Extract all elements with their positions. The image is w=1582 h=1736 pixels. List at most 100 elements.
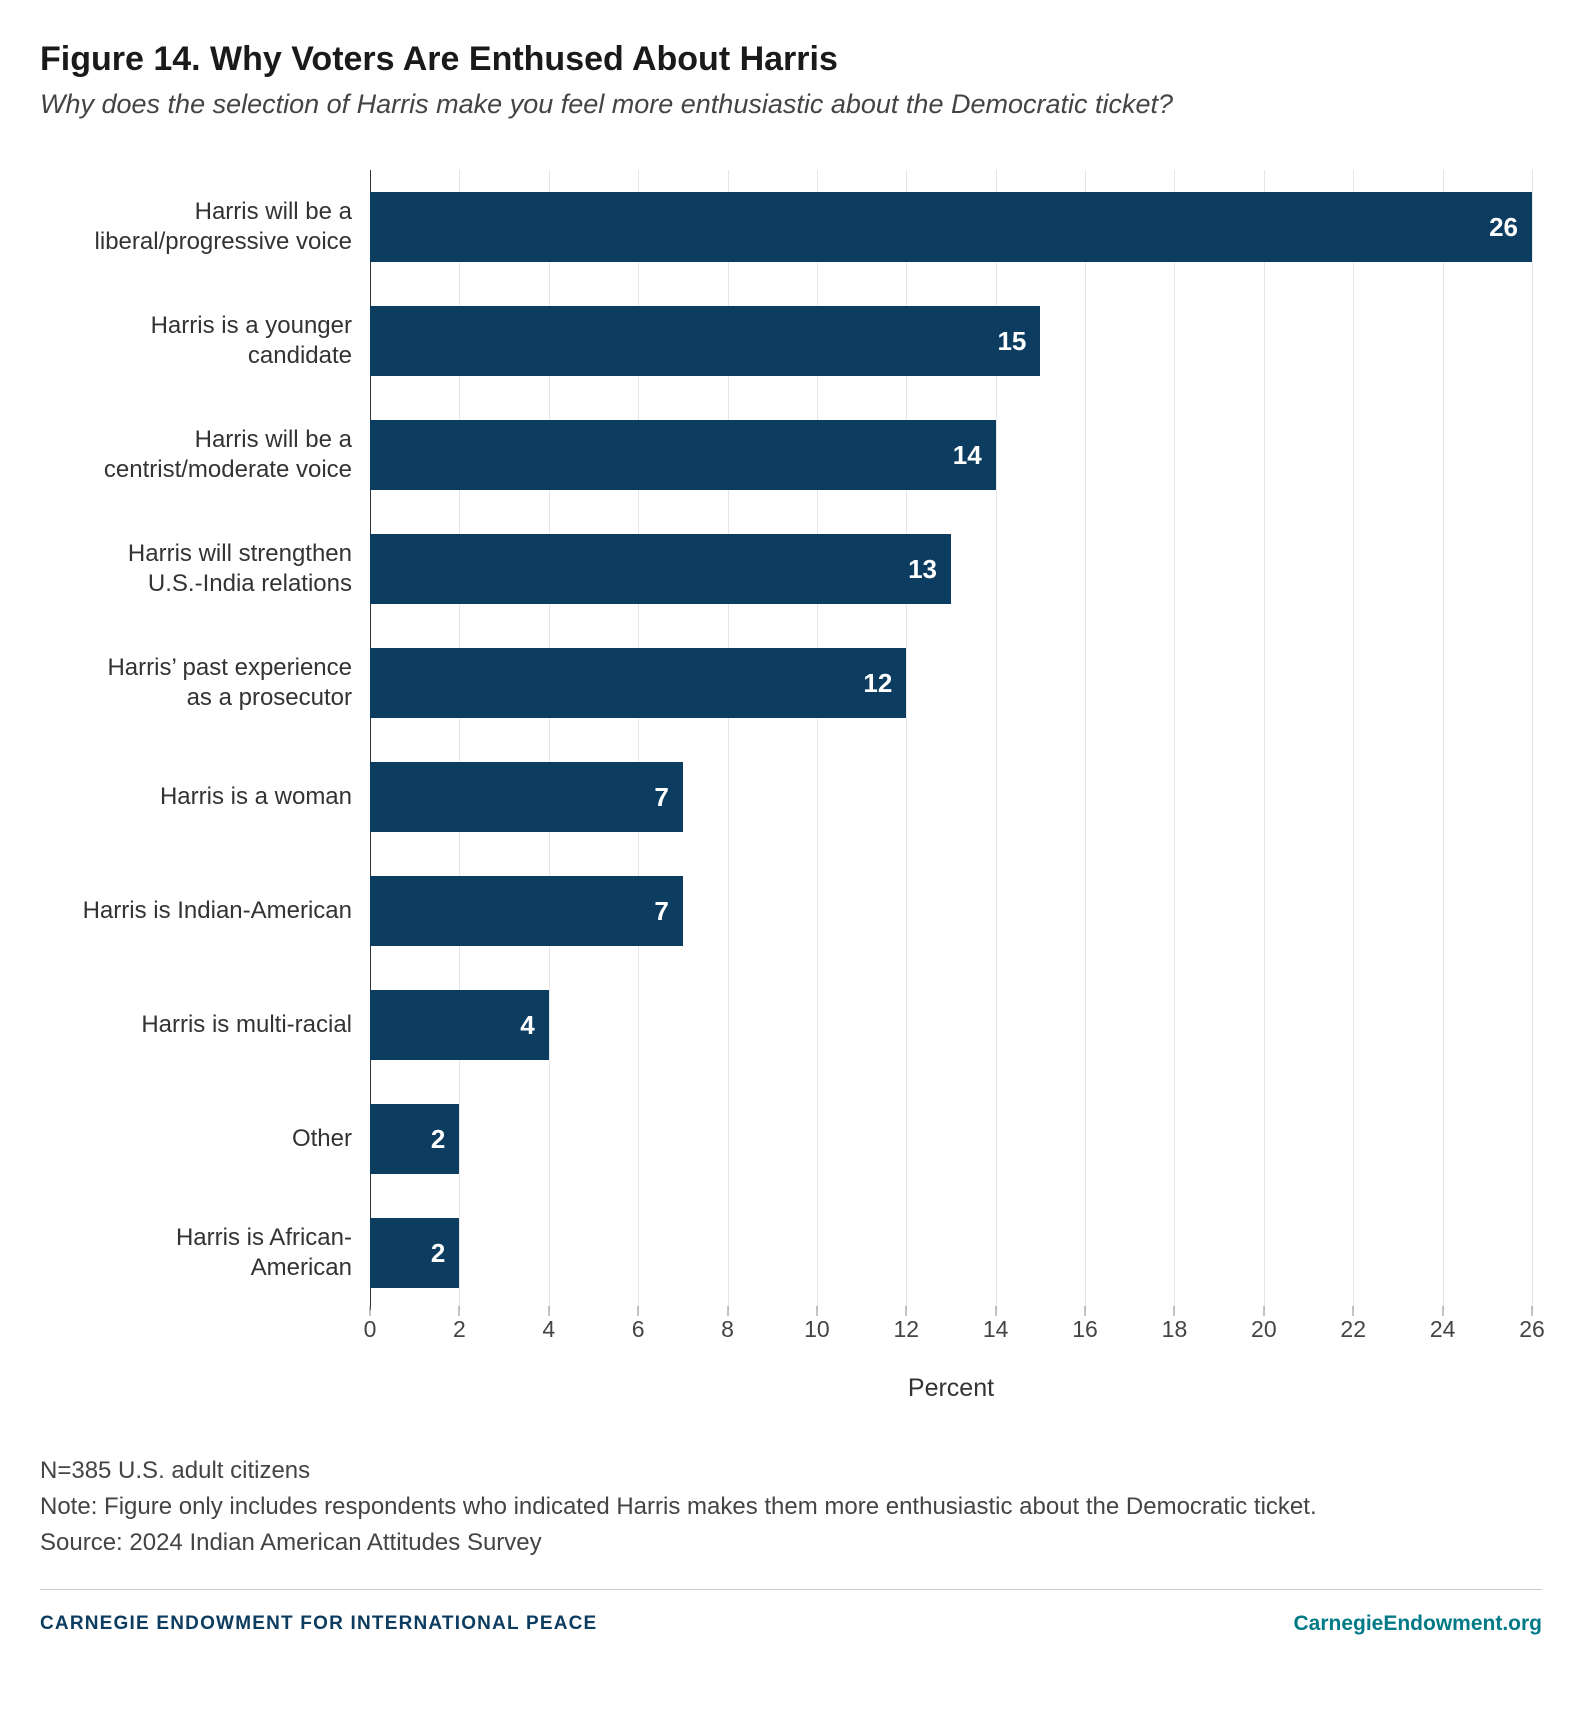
gridline [1264, 1196, 1265, 1310]
gridline [996, 854, 997, 968]
bar: 7 [370, 876, 683, 946]
gridline [1174, 854, 1175, 968]
bar: 13 [370, 534, 951, 604]
footer-org: CARNEGIE ENDOWMENT FOR INTERNATIONAL PEA… [40, 1613, 597, 1635]
gridline [1443, 968, 1444, 1082]
gridline [1085, 1082, 1086, 1196]
gridline [1353, 1196, 1354, 1310]
plot-cell: 26 [370, 170, 1532, 284]
plot-cell: 2 [370, 1196, 1532, 1310]
gridline [817, 968, 818, 1082]
gridline [1264, 626, 1265, 740]
gridline [728, 968, 729, 1082]
tick-mark [459, 1306, 460, 1316]
chart-row: Other 2 [80, 1082, 1532, 1196]
category-label: Harris is multi-racial [80, 1010, 370, 1040]
x-tick-label: 22 [1340, 1316, 1366, 1343]
x-axis: 02468101214161820222426 [80, 1316, 1532, 1358]
gridline [1443, 740, 1444, 854]
gridline [1353, 968, 1354, 1082]
x-tick-label: 20 [1251, 1316, 1277, 1343]
gridline [728, 854, 729, 968]
gridline [1264, 284, 1265, 398]
category-label: Harris is a younger candidate [80, 311, 370, 371]
bar: 7 [370, 762, 683, 832]
note-line: Note: Figure only includes respondents w… [40, 1489, 1542, 1525]
gridline [549, 1196, 550, 1310]
gridline [1085, 968, 1086, 1082]
gridline [1532, 968, 1533, 1082]
category-label: Harris will strengthen U.S.-India relati… [80, 539, 370, 599]
x-tick-label: 26 [1519, 1316, 1545, 1343]
category-label: Harris is a woman [80, 782, 370, 812]
gridline [1085, 284, 1086, 398]
bar-value-label: 26 [1489, 212, 1518, 243]
x-tick-label: 12 [894, 1316, 920, 1343]
gridline [1443, 1082, 1444, 1196]
x-tick-label: 18 [1162, 1316, 1188, 1343]
gridline [1264, 512, 1265, 626]
gridline [1443, 512, 1444, 626]
gridline [1174, 1196, 1175, 1310]
gridline [1264, 854, 1265, 968]
x-tick-label: 14 [983, 1316, 1009, 1343]
gridline [1532, 512, 1533, 626]
gridline [1532, 170, 1533, 284]
plot-cell: 4 [370, 968, 1532, 1082]
tick-mark [370, 1306, 371, 1316]
tick-mark [995, 1306, 996, 1316]
gridline [1085, 398, 1086, 512]
x-tick-label: 2 [453, 1316, 466, 1343]
footer-rule [40, 1589, 1542, 1590]
plot-cell: 15 [370, 284, 1532, 398]
gridline [1174, 740, 1175, 854]
figure-subtitle: Why does the selection of Harris make yo… [40, 89, 1542, 120]
tick-mark [638, 1306, 639, 1316]
chart-notes: N=385 U.S. adult citizensNote: Figure on… [40, 1453, 1542, 1561]
gridline [996, 626, 997, 740]
gridline [1532, 1082, 1533, 1196]
gridline [1532, 1196, 1533, 1310]
gridline [1353, 284, 1354, 398]
gridline [638, 1082, 639, 1196]
gridline [1174, 398, 1175, 512]
tick-mark [1353, 1306, 1354, 1316]
gridline [1085, 626, 1086, 740]
tick-mark [1263, 1306, 1264, 1316]
x-tick-label: 6 [632, 1316, 645, 1343]
gridline [817, 740, 818, 854]
bar-value-label: 7 [654, 896, 668, 927]
bar: 2 [370, 1218, 459, 1288]
x-tick-label: 0 [364, 1316, 377, 1343]
gridline [1264, 968, 1265, 1082]
x-tick-label: 16 [1072, 1316, 1098, 1343]
gridline [1443, 1196, 1444, 1310]
gridline [996, 398, 997, 512]
plot-cell: 7 [370, 854, 1532, 968]
gridline [1353, 626, 1354, 740]
gridline [1353, 398, 1354, 512]
bar-value-label: 2 [431, 1238, 445, 1269]
chart-row: Harris is a younger candidate15 [80, 284, 1532, 398]
footer: CARNEGIE ENDOWMENT FOR INTERNATIONAL PEA… [40, 1612, 1542, 1636]
gridline [1353, 1082, 1354, 1196]
gridline [549, 968, 550, 1082]
gridline [1532, 740, 1533, 854]
bar-value-label: 2 [431, 1124, 445, 1155]
gridline [1085, 854, 1086, 968]
bar: 4 [370, 990, 549, 1060]
plot-cell: 2 [370, 1082, 1532, 1196]
gridline [817, 1082, 818, 1196]
chart-row: Harris is a woman7 [80, 740, 1532, 854]
tick-mark [548, 1306, 549, 1316]
note-line: N=385 U.S. adult citizens [40, 1453, 1542, 1489]
category-label: Other [80, 1124, 370, 1154]
chart-row: Harris is multi-racial4 [80, 968, 1532, 1082]
gridline [1174, 968, 1175, 1082]
category-label: Harris is Indian-American [80, 896, 370, 926]
gridline [1443, 854, 1444, 968]
plot-cell: 13 [370, 512, 1532, 626]
gridline [1174, 512, 1175, 626]
bar: 15 [370, 306, 1040, 376]
figure-title: Figure 14. Why Voters Are Enthused About… [40, 40, 1542, 79]
